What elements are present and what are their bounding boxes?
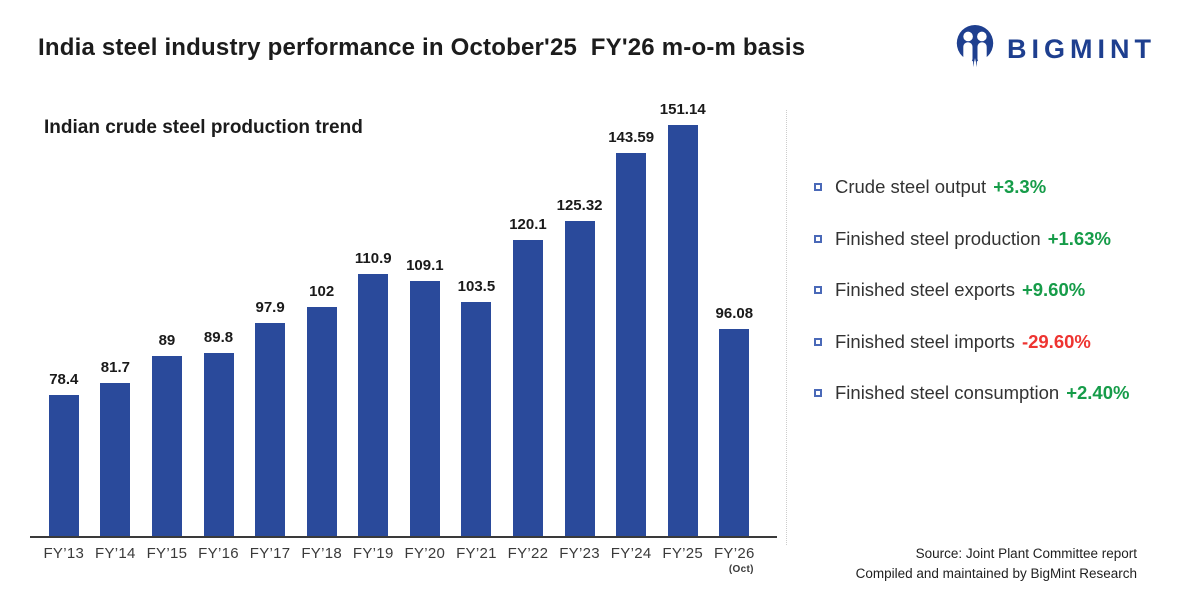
bar [48, 395, 79, 538]
category-label: FY’23 [559, 545, 600, 562]
bar [667, 125, 698, 538]
bar-value-label: 89.8 [203, 329, 234, 346]
bar-value-label: 102 [309, 283, 335, 300]
source-line: Source: Joint Plant Committee report [915, 546, 1137, 561]
category-label: FY’25 [662, 545, 704, 562]
category-label: FY’21 [456, 545, 497, 562]
metric-row: Finished steel production +1.63% [814, 224, 1184, 254]
bar [564, 221, 595, 538]
metric-label: Finished steel exports [835, 279, 1015, 300]
bar [409, 281, 440, 538]
bar-column: 81.7 [90, 359, 142, 538]
bar [616, 153, 647, 538]
bar-value-label: 81.7 [100, 359, 130, 376]
page-title: India steel industry performance in Octo… [38, 34, 806, 61]
metric-value: +3.3% [993, 176, 1047, 197]
category-label: FY’17 [249, 545, 291, 562]
bar-value-label: 125.32 [556, 197, 603, 214]
metric-label: Finished steel consumption [835, 382, 1060, 403]
bar-column: 143.59 [605, 129, 657, 538]
metric-label: Finished steel imports [835, 330, 1015, 352]
bar-value-label: 97.9 [255, 299, 285, 316]
metric-row: Crude steel output +3.3% [814, 172, 1184, 202]
category-label: FY’22 [507, 545, 549, 562]
bar [358, 274, 389, 538]
bar-column: 78.4 [38, 371, 90, 538]
metric-label: Finished steel production [835, 227, 1041, 249]
square-bullet-icon [814, 337, 822, 346]
bar-value-label: 109.1 [406, 257, 444, 274]
bar-column: 97.9 [244, 299, 296, 538]
category-axis: FY’13 FY’14 FY’15 FY’16 FY’17 FY’18 FY’19 FY’20… [38, 545, 760, 575]
metric-value: +1.63% [1047, 227, 1111, 249]
bar-value-label: 78.4 [49, 371, 79, 388]
bar-column: 109.1 [399, 257, 451, 538]
bar [203, 353, 234, 538]
metric-value: -29.60% [1021, 330, 1091, 352]
bar-value-label: 110.9 [354, 250, 392, 267]
bar [461, 302, 492, 538]
bar-column: 120.1 [502, 216, 554, 538]
category-label: FY’26 (Oct) [709, 545, 761, 575]
bar-column: 125.32 [554, 197, 606, 538]
bar-column: 103.5 [451, 278, 503, 538]
bar [255, 323, 286, 538]
square-bullet-icon [814, 286, 822, 294]
bar-column: 89.8 [193, 329, 245, 538]
category-label: FY’18 [301, 545, 343, 562]
metrics-panel: Crude steel output +3.3% Finished steel pr… [814, 172, 1184, 430]
metric-row: Finished steel consumption +2.40% [814, 378, 1184, 408]
square-bullet-icon [814, 234, 822, 243]
bigmint-logo: BIGMINT [952, 22, 1156, 77]
category-label: FY’19 [352, 545, 394, 562]
bar [151, 356, 182, 538]
category-label: FY’20 [404, 545, 446, 562]
x-axis-line [30, 536, 777, 538]
metric-label: Crude steel output [835, 176, 987, 197]
bar-plot: 78.4 81.7 89 89.8 97.9 102 110.9 109.1 103.5 120.… [38, 94, 760, 538]
bar [719, 329, 750, 538]
category-label: FY’14 [95, 545, 136, 562]
bigmint-logo-icon [952, 22, 998, 77]
bar-value-label: 151.14 [659, 101, 706, 118]
bar [100, 383, 131, 538]
source-note: Source: Joint Plant Committee report Com… [856, 544, 1137, 584]
chart-title: Indian crude steel production trend [44, 117, 363, 138]
bar-value-label: 96.08 [715, 305, 754, 322]
bar [512, 240, 543, 538]
bar-column: 110.9 [347, 250, 399, 538]
bar-value-label: 89 [158, 332, 176, 349]
bar-column: 96.08 [709, 305, 761, 538]
category-label: FY’13 [43, 545, 85, 562]
category-label: FY’24 [610, 545, 652, 562]
bar-column: 102 [296, 283, 348, 538]
metric-row: Finished steel exports +9.60% [814, 275, 1184, 305]
category-label: FY’16 [198, 545, 239, 562]
square-bullet-icon [814, 389, 822, 397]
metric-row: Finished steel imports -29.60% [814, 327, 1184, 357]
metric-value: +9.60% [1021, 279, 1086, 300]
bar-value-label: 103.5 [457, 278, 496, 295]
square-bullet-icon [814, 183, 822, 191]
bar-value-label: 120.1 [509, 216, 547, 233]
vertical-divider [786, 110, 787, 545]
bar-column: 89 [141, 332, 193, 538]
bar [306, 307, 337, 538]
bigmint-logo-text: BIGMINT [1007, 34, 1156, 64]
bar-column: 151.14 [657, 101, 709, 538]
metric-value: +2.40% [1066, 382, 1130, 403]
bar-value-label: 143.59 [608, 129, 655, 146]
compiled-line: Compiled and maintained by BigMint Resea… [855, 566, 1137, 581]
category-sublabel: (Oct) [728, 564, 754, 575]
category-label: FY’15 [146, 545, 188, 562]
